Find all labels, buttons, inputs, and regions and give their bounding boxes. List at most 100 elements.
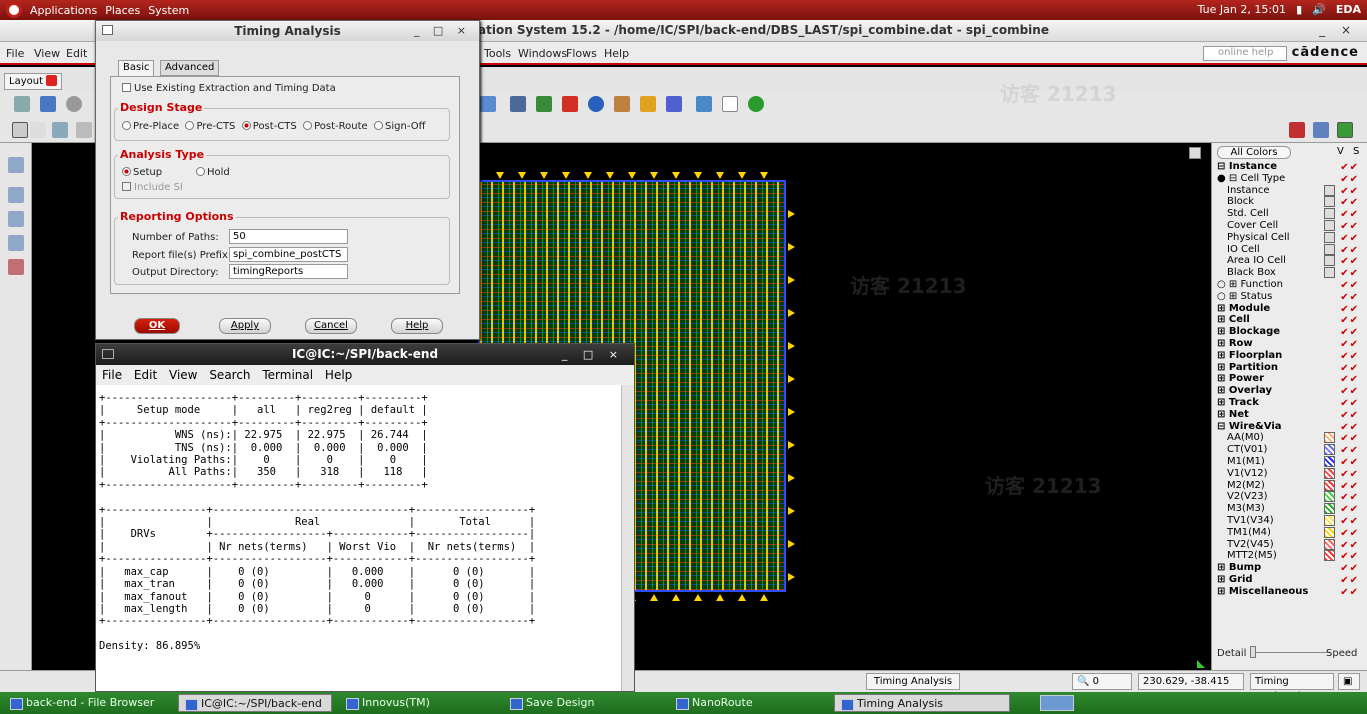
task-terminal[interactable]: IC@IC:~/SPI/back-end (178, 694, 332, 712)
layer-visibility-checkbox[interactable]: ✔✔ (1340, 445, 1359, 457)
layer-row[interactable]: ⊞ Miscellaneous ✔✔ (1217, 585, 1363, 598)
layer-visibility-checkbox[interactable]: ✔✔ (1340, 575, 1359, 586)
use-existing-checkbox[interactable]: Use Existing Extraction and Timing Data (122, 83, 336, 94)
layer-color-swatch[interactable] (1324, 538, 1335, 550)
layer-row[interactable]: Black Box ✔✔ (1217, 266, 1363, 279)
layer-visibility-checkbox[interactable]: ✔✔ (1340, 303, 1359, 315)
layer-visibility-checkbox[interactable]: ✔✔ (1340, 209, 1359, 221)
layout-view-icon[interactable] (1289, 122, 1305, 138)
layer-visibility-checkbox[interactable]: ✔✔ (1340, 409, 1359, 421)
layer-visibility-checkbox[interactable]: ✔✔ (1340, 586, 1359, 598)
floorplan-icon[interactable] (510, 96, 526, 112)
term-menu-help[interactable]: Help (324, 368, 353, 382)
layer-row[interactable]: ● ⊟ Cell Type ✔✔ (1217, 172, 1363, 185)
toolbar-icon-1[interactable] (480, 96, 496, 112)
menu-view[interactable]: View (34, 47, 61, 60)
layer-row[interactable]: ⊞ Module ✔✔ (1217, 302, 1363, 315)
dialog-window-controls[interactable]: _ □ × (413, 24, 471, 37)
menu-places[interactable]: Places (105, 3, 141, 17)
layer-color-swatch[interactable] (1324, 267, 1335, 279)
info-icon[interactable] (588, 96, 604, 112)
radio-hold[interactable]: Hold (196, 167, 230, 178)
radio-pre-cts[interactable]: Pre-CTS (185, 121, 235, 132)
layer-color-swatch[interactable] (1324, 479, 1335, 491)
layer-visibility-checkbox[interactable]: ✔✔ (1340, 256, 1359, 268)
layer-visibility-checkbox[interactable]: ✔✔ (1340, 232, 1359, 244)
layer-row[interactable]: ⊞ Floorplan ✔✔ (1217, 349, 1363, 362)
layer-row[interactable]: ○ ⊞ Status ✔✔ (1217, 290, 1363, 303)
layer-visibility-checkbox[interactable]: ✔✔ (1340, 197, 1359, 209)
layer-row[interactable]: M3(M3) ✔✔ (1217, 502, 1363, 515)
layer-row[interactable]: ⊞ Power ✔✔ (1217, 372, 1363, 385)
layer-row[interactable]: TV1(V34) ✔✔ (1217, 514, 1363, 527)
layer-color-swatch[interactable] (1324, 208, 1335, 220)
cut-icon[interactable] (8, 259, 24, 275)
term-menu-search[interactable]: Search (209, 368, 251, 382)
hierarchy-icon[interactable] (1313, 122, 1329, 138)
open-icon[interactable] (14, 96, 30, 112)
layer-toggle-icon[interactable] (1189, 147, 1201, 159)
menu-applications[interactable]: Applications (30, 3, 98, 17)
layer-row[interactable]: ⊞ Partition ✔✔ (1217, 361, 1363, 374)
layer-visibility-checkbox[interactable]: ✔✔ (1340, 185, 1359, 197)
apply-button[interactable]: Apply (219, 318, 271, 334)
menu-windows[interactable]: Windows (518, 47, 568, 60)
layer-color-swatch[interactable] (1324, 196, 1335, 208)
network-icon[interactable]: ▮ (1296, 3, 1303, 16)
physical-view-icon[interactable] (1337, 122, 1353, 138)
all-colors-button[interactable]: All Colors (1217, 146, 1291, 159)
layer-color-swatch[interactable] (1324, 467, 1335, 479)
menu-help[interactable]: Help (604, 47, 630, 60)
ruler-icon[interactable] (8, 157, 24, 173)
layer-visibility-checkbox[interactable]: ✔✔ (1340, 350, 1359, 362)
layer-row[interactable]: ⊞ Track ✔✔ (1217, 396, 1363, 409)
layer-color-swatch[interactable] (1324, 184, 1335, 196)
layer-row[interactable]: ⊟ Instance ✔✔ (1217, 160, 1363, 173)
layer-row[interactable]: ○ ⊞ Function ✔✔ (1217, 278, 1363, 291)
layer-row[interactable]: ⊞ Bump ✔✔ (1217, 561, 1363, 574)
route-icon[interactable] (614, 96, 630, 112)
layer-row[interactable]: M2(M2) ✔✔ (1217, 479, 1363, 492)
add-tab-icon[interactable] (46, 75, 58, 86)
layer-visibility-checkbox[interactable]: ✔✔ (1340, 162, 1359, 173)
layer-visibility-checkbox[interactable]: ✔✔ (1340, 539, 1359, 551)
clock[interactable]: Tue Jan 2, 15:01 (1197, 3, 1287, 16)
cancel-button[interactable]: Cancel (305, 318, 357, 334)
layer-visibility-checkbox[interactable]: ✔✔ (1340, 468, 1359, 480)
layer-row[interactable]: AA(M0) ✔✔ (1217, 431, 1363, 444)
term-menu-terminal[interactable]: Terminal (262, 368, 314, 382)
term-menu-file[interactable]: File (102, 368, 123, 382)
detail-slider[interactable] (1249, 646, 1330, 658)
layer-row[interactable]: ⊞ Cell ✔✔ (1217, 313, 1363, 326)
layer-row[interactable]: CT(V01) ✔✔ (1217, 443, 1363, 456)
layer-visibility-checkbox[interactable]: ✔✔ (1340, 504, 1359, 516)
layer-row[interactable]: V1(V12) ✔✔ (1217, 467, 1363, 480)
tab-basic[interactable]: Basic (118, 60, 155, 76)
terminal-scrollbar[interactable] (621, 385, 634, 691)
layer-row[interactable]: ⊞ Grid ✔✔ (1217, 573, 1363, 586)
layer-visibility-checkbox[interactable]: ✔✔ (1340, 480, 1359, 492)
task-nanoroute[interactable]: NanoRoute (670, 694, 820, 712)
online-help-input[interactable]: online help (1203, 46, 1287, 61)
tab-advanced[interactable]: Advanced (160, 60, 220, 76)
layer-row[interactable]: V2(V23) ✔✔ (1217, 490, 1363, 503)
layer-row[interactable]: ⊞ Overlay ✔✔ (1217, 384, 1363, 397)
layer-row[interactable]: Area IO Cell ✔✔ (1217, 254, 1363, 267)
layer-color-swatch[interactable] (1324, 503, 1335, 515)
layer-visibility-checkbox[interactable]: ✔✔ (1340, 433, 1359, 445)
warning-icon[interactable] (562, 96, 578, 112)
layer-color-swatch[interactable] (1324, 526, 1335, 538)
checkbox[interactable] (122, 83, 131, 92)
layer-visibility-checkbox[interactable]: ✔✔ (1340, 221, 1359, 232)
layer-color-swatch[interactable] (1324, 220, 1335, 231)
radio-post-cts[interactable]: Post-CTS (241, 121, 297, 132)
select-icon[interactable] (12, 122, 28, 138)
layer-color-swatch[interactable] (1324, 550, 1335, 562)
run-icon[interactable] (748, 96, 764, 112)
layer-visibility-checkbox[interactable]: ✔✔ (1340, 244, 1359, 256)
copy-icon[interactable] (76, 122, 92, 138)
layer-row[interactable]: TM1(M4) ✔✔ (1217, 526, 1363, 539)
radio-pre-place[interactable]: Pre-Place (122, 121, 179, 132)
pan-icon[interactable] (52, 122, 68, 138)
layer-row[interactable]: Block ✔✔ (1217, 195, 1363, 208)
